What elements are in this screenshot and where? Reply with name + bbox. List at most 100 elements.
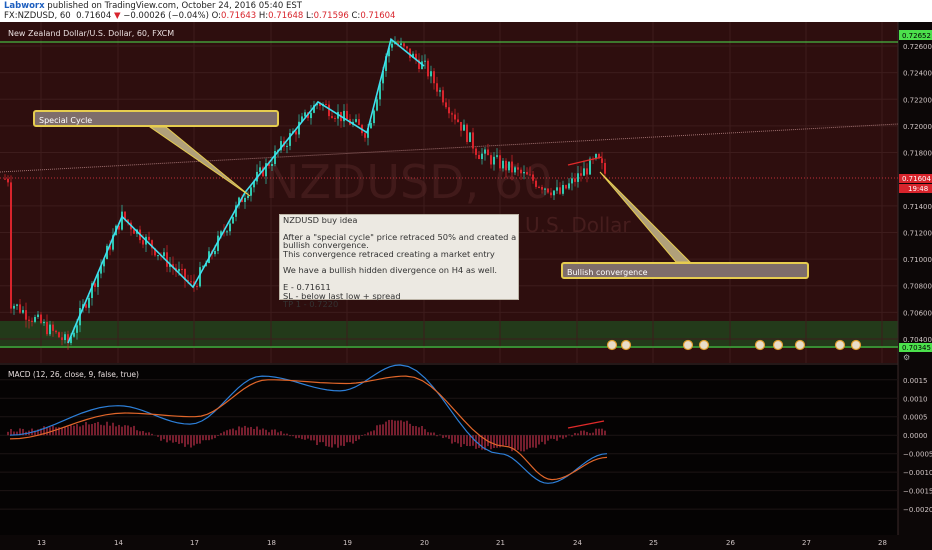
candle-body	[427, 60, 429, 77]
candle-body	[304, 112, 306, 117]
candle-body	[439, 90, 441, 92]
candle-body	[562, 185, 564, 194]
candle-body	[286, 145, 288, 147]
candle-body	[13, 305, 15, 309]
candle-body	[532, 174, 534, 181]
calendar-event-icon[interactable]	[794, 339, 806, 351]
countdown-label: 19:48	[908, 185, 928, 193]
grid	[0, 22, 898, 363]
macd-axis[interactable]: 0.0015 0.0010 0.0005 0.0000 −0.0005 −0.0010 −0…	[903, 377, 932, 514]
special-cycle-pointer	[148, 126, 251, 197]
last-price: 0.71604	[76, 11, 112, 21]
candle-body	[487, 149, 489, 156]
candle-body	[238, 197, 240, 206]
candle-body	[289, 133, 291, 146]
idea-line: E - 0.71611	[283, 281, 331, 292]
candle-body	[61, 337, 63, 341]
settings-icon[interactable]: ⚙	[903, 353, 910, 362]
candle-body	[442, 90, 444, 103]
candle-body	[241, 197, 243, 203]
resistance-tag-label: 0.72652	[902, 32, 931, 40]
candle-body	[526, 172, 528, 175]
candle-body	[250, 187, 252, 196]
bullish-convergence-callout[interactable]: Bullish convergence	[561, 262, 809, 279]
event-markers[interactable]	[606, 339, 862, 351]
candle-body	[313, 105, 315, 113]
candle-body	[34, 317, 36, 322]
time-tick-label: 17	[190, 539, 199, 547]
candle-body	[91, 283, 93, 298]
candle-body	[217, 235, 219, 251]
price-tick-label: 0.70400	[903, 336, 932, 344]
calendar-event-icon[interactable]	[620, 339, 632, 351]
special-cycle-callout[interactable]: Special Cycle	[33, 110, 279, 127]
current-price-label: 0.71604	[902, 175, 931, 183]
candle-body	[157, 255, 159, 257]
idea-line: We have a bullish hidden divergence on H…	[283, 265, 498, 276]
calendar-event-icon[interactable]	[698, 339, 710, 351]
price-tick-label: 0.71800	[903, 150, 932, 158]
candle-body	[565, 185, 567, 189]
macd-tick-label: −0.0010	[903, 469, 932, 477]
candle-body	[604, 162, 606, 174]
candle-body	[499, 155, 501, 169]
candle-body	[556, 187, 558, 191]
price-tick-label: 0.71400	[903, 203, 932, 211]
candle-body	[124, 211, 126, 220]
calendar-event-icon[interactable]	[834, 339, 846, 351]
watermark: NZDUSD, 60	[265, 155, 552, 209]
candle-body	[511, 161, 513, 173]
candle-body	[181, 268, 183, 270]
candle-body	[10, 182, 12, 309]
candle-body	[382, 70, 384, 84]
candle-body	[133, 229, 135, 234]
candle-body	[76, 325, 78, 333]
candle-body	[16, 304, 18, 306]
price-tick-label: 0.72200	[903, 96, 932, 104]
macd-tick-label: 0.0005	[903, 414, 928, 422]
candle-body	[364, 133, 366, 138]
price-tick-label: 0.72400	[903, 70, 932, 78]
idea-note[interactable]: NZDUSD buy idea After a "special cycle" …	[279, 214, 519, 308]
candle-body	[334, 117, 336, 119]
candle-body	[535, 180, 537, 187]
price-axis[interactable]: 0.72600 0.72400 0.72200 0.72000 0.71800 0.714…	[903, 43, 932, 344]
candle-body	[418, 59, 420, 70]
candle-body	[412, 53, 414, 58]
candle-body	[127, 219, 129, 223]
candle-body	[190, 281, 192, 283]
candle-body	[448, 107, 450, 114]
candle-body	[517, 167, 519, 170]
author-link[interactable]: Labworx	[4, 1, 45, 11]
candle-body	[187, 279, 189, 282]
idea-title: NZDUSD buy idea	[283, 215, 358, 225]
candle-body	[268, 163, 270, 167]
price-tick-label: 0.71200	[903, 229, 932, 237]
candle-body	[415, 53, 417, 60]
candle-body	[214, 250, 216, 255]
time-axis-background	[0, 535, 932, 550]
candle-body	[232, 216, 234, 224]
calendar-event-icon[interactable]	[772, 339, 784, 351]
time-axis[interactable]: 13 14 17 18 19 20 21 24 25 26 27 28	[37, 539, 887, 547]
candle-body	[358, 119, 360, 125]
candle-body	[343, 110, 345, 122]
price-change: −0.00026 (−0.04%)	[123, 11, 209, 21]
candle-body	[355, 119, 357, 122]
current-price-tag	[899, 174, 932, 183]
macd-tick-label: 0.0000	[903, 432, 928, 440]
candle-body	[451, 113, 453, 115]
candle-body	[409, 48, 411, 58]
candle-body	[550, 192, 552, 196]
candle-body	[400, 43, 402, 46]
candle-body	[310, 112, 312, 119]
candle-body	[571, 178, 573, 184]
candle-body	[25, 310, 27, 320]
calendar-event-icon[interactable]	[682, 339, 694, 351]
calendar-event-icon[interactable]	[850, 339, 862, 351]
candle-body	[100, 266, 102, 274]
calendar-event-icon[interactable]	[754, 339, 766, 351]
candle-body	[67, 334, 69, 344]
calendar-event-icon[interactable]	[606, 339, 618, 351]
